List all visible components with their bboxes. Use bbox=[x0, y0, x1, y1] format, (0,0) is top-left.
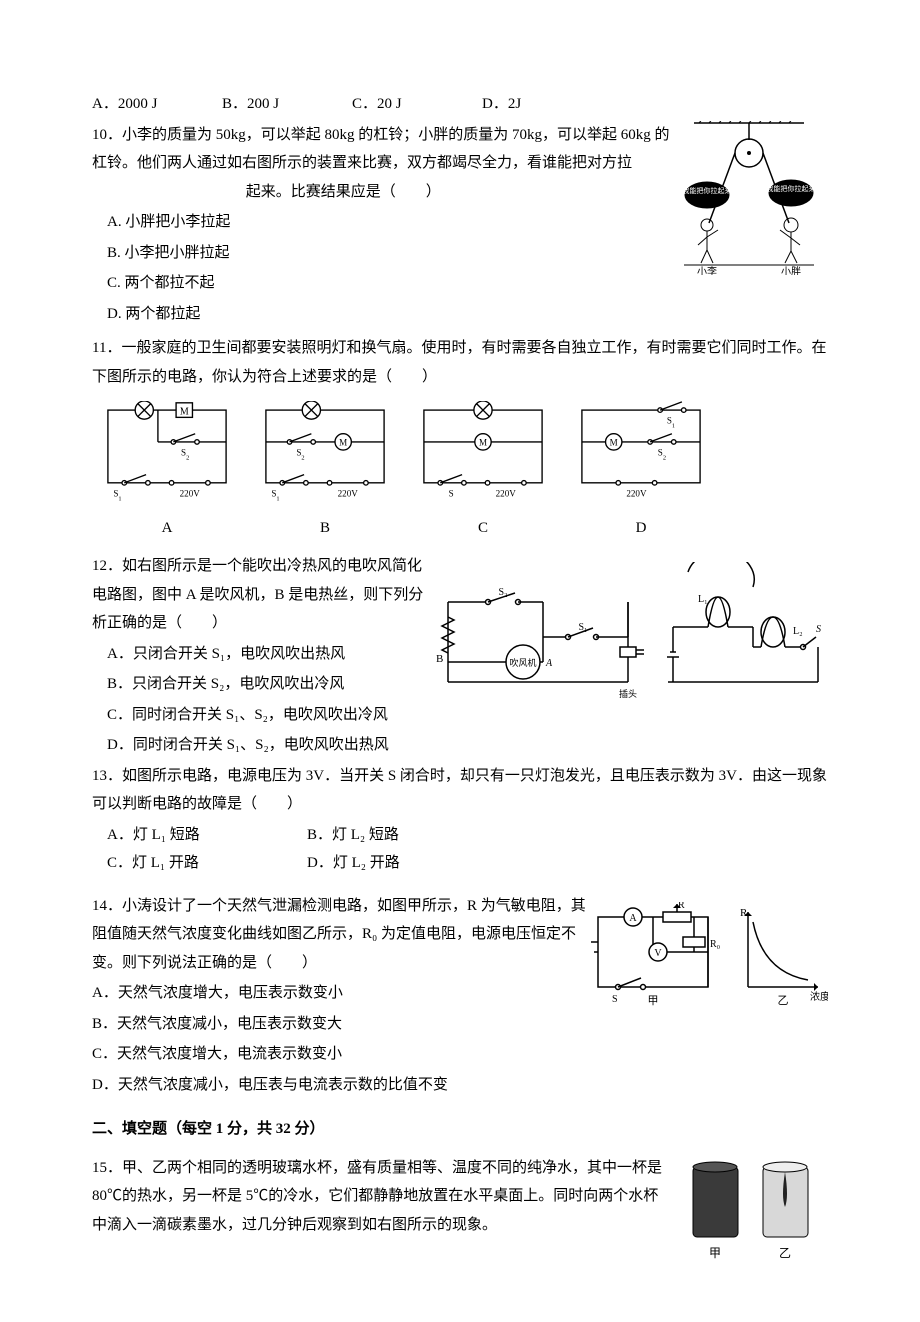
q12-q13-figure: S₂ S₁ B 吹风机 A bbox=[428, 562, 828, 733]
svg-text:吹风机: 吹风机 bbox=[509, 657, 536, 668]
q13-opts-row1: A．灯 L₁ 短路 B．灯 L₂ 短路 bbox=[92, 821, 828, 850]
q10-text-1: 10．小李的质量为 50kg，可以举起 80kg 的杠铃；小胖的质量为 70kg… bbox=[92, 127, 670, 172]
q13-opts-row2: C．灯 L₁ 开路 D．灯 L₂ 开路 bbox=[92, 849, 828, 878]
q-prev-options: A．2000 J B．200 J C．20 J D．2J bbox=[92, 90, 828, 119]
q11-label-c: C bbox=[408, 514, 558, 543]
q11-circuit-b: M S2 S1 220V B bbox=[250, 401, 400, 542]
svg-text:S1: S1 bbox=[113, 488, 121, 501]
opt-c: C．20 J bbox=[352, 90, 482, 119]
svg-text:B: B bbox=[436, 653, 443, 665]
svg-text:L₁: L₁ bbox=[698, 594, 708, 605]
svg-text:M: M bbox=[339, 438, 347, 448]
svg-text:S1: S1 bbox=[667, 416, 675, 430]
svg-text:乙: 乙 bbox=[778, 994, 789, 1007]
q15-block: 甲 乙 15．甲、乙两个相同的透明玻璃水杯，盛有质量相等、温度不同的纯净水，其中… bbox=[92, 1152, 828, 1283]
svg-text:乙: 乙 bbox=[779, 1246, 791, 1260]
svg-text:S: S bbox=[816, 624, 821, 635]
opt-d: D．2J bbox=[482, 90, 612, 119]
svg-text:S1: S1 bbox=[271, 488, 279, 501]
q10-name-left: 小李 bbox=[697, 265, 717, 275]
svg-text:A: A bbox=[629, 913, 637, 924]
svg-text:S₁: S₁ bbox=[578, 622, 587, 633]
svg-text:S₂: S₂ bbox=[498, 587, 507, 598]
q11-circuit-d: S1 M S2 220V D bbox=[566, 401, 716, 542]
q14-figure: A R V R₀ S 甲 bbox=[588, 902, 828, 1023]
q10-opt-d: D. 两个都拉起 bbox=[92, 300, 828, 329]
svg-text:R₀: R₀ bbox=[710, 939, 721, 950]
q13-opt-c: C．灯 L₁ 开路 bbox=[107, 849, 307, 878]
q12-block: S₂ S₁ B 吹风机 A bbox=[92, 552, 828, 819]
svg-text:L₂: L₂ bbox=[793, 626, 803, 637]
q11-circuit-a: M S2 S1 220V A bbox=[92, 401, 242, 542]
svg-text:S2: S2 bbox=[296, 448, 304, 462]
svg-text:220V: 220V bbox=[496, 488, 517, 498]
q14-opt-c: C．天然气浓度增大，电流表示数变小 bbox=[92, 1040, 828, 1069]
q11-label-b: B bbox=[250, 514, 400, 543]
q10-figure: 我能把你拉起来 我能把你拉起来 小李 小胖 bbox=[674, 121, 824, 286]
q13-opt-b: B．灯 L₂ 短路 bbox=[307, 821, 399, 850]
q11-label-d: D bbox=[566, 514, 716, 543]
svg-text:R: R bbox=[740, 907, 748, 919]
svg-text:S2: S2 bbox=[658, 448, 666, 462]
opt-a: A．2000 J bbox=[92, 90, 222, 119]
svg-text:甲: 甲 bbox=[648, 995, 659, 1007]
q13-text: 13．如图所示电路，电源电压为 3V．当开关 S 闭合时，却只有一只灯泡发光，且… bbox=[92, 762, 828, 819]
svg-text:M: M bbox=[610, 438, 618, 448]
svg-text:S: S bbox=[449, 488, 454, 498]
svg-text:220V: 220V bbox=[626, 488, 647, 498]
svg-text:M: M bbox=[180, 407, 189, 418]
section-2-title: 二、填空题（每空 1 分，共 32 分） bbox=[92, 1115, 828, 1144]
q15-figure: 甲 乙 bbox=[678, 1152, 828, 1283]
svg-text:插头: 插头 bbox=[619, 688, 637, 699]
svg-text:浓度: 浓度 bbox=[810, 990, 828, 1003]
q13-opt-a: A．灯 L₁ 短路 bbox=[107, 821, 307, 850]
q10-bubble-left: 我能把你拉起来 bbox=[683, 186, 732, 195]
svg-text:V: V bbox=[654, 948, 662, 959]
q10-block: 我能把你拉起来 我能把你拉起来 小李 小胖 10．小李的质量为 50kg，可以举… bbox=[92, 121, 828, 331]
q12-opt-d: D．同时闭合开关 S₁、S₂，电吹风吹出热风 bbox=[92, 731, 828, 760]
svg-text:S: S bbox=[612, 994, 618, 1005]
opt-b: B．200 J bbox=[222, 90, 352, 119]
q11-circuit-c: M S 220V C bbox=[408, 401, 558, 542]
svg-text:220V: 220V bbox=[338, 488, 359, 498]
q13-opt-d: D．灯 L₂ 开路 bbox=[307, 849, 400, 878]
q10-text-1-tail: 起来。比赛结果应是（ ） bbox=[246, 184, 441, 200]
q11-text: 11．一般家庭的卫生间都要安装照明灯和换气扇。使用时，有时需要各自独立工作，有时… bbox=[92, 334, 828, 391]
q14-block: A R V R₀ S 甲 bbox=[92, 892, 828, 1100]
q10-bubble-right: 我能把你拉起来 bbox=[767, 184, 816, 193]
q14-opt-d: D．天然气浓度减小，电压表与电流表示数的比值不变 bbox=[92, 1071, 828, 1100]
svg-text:S2: S2 bbox=[181, 448, 189, 462]
svg-text:R: R bbox=[678, 902, 685, 911]
svg-text:220V: 220V bbox=[180, 488, 201, 498]
svg-text:M: M bbox=[479, 438, 487, 448]
svg-text:甲: 甲 bbox=[709, 1246, 721, 1260]
svg-text:A: A bbox=[545, 658, 553, 669]
q10-name-right: 小胖 bbox=[781, 266, 801, 275]
q11-diagrams: M S2 S1 220V A bbox=[92, 401, 828, 542]
q11-label-a: A bbox=[92, 514, 242, 543]
